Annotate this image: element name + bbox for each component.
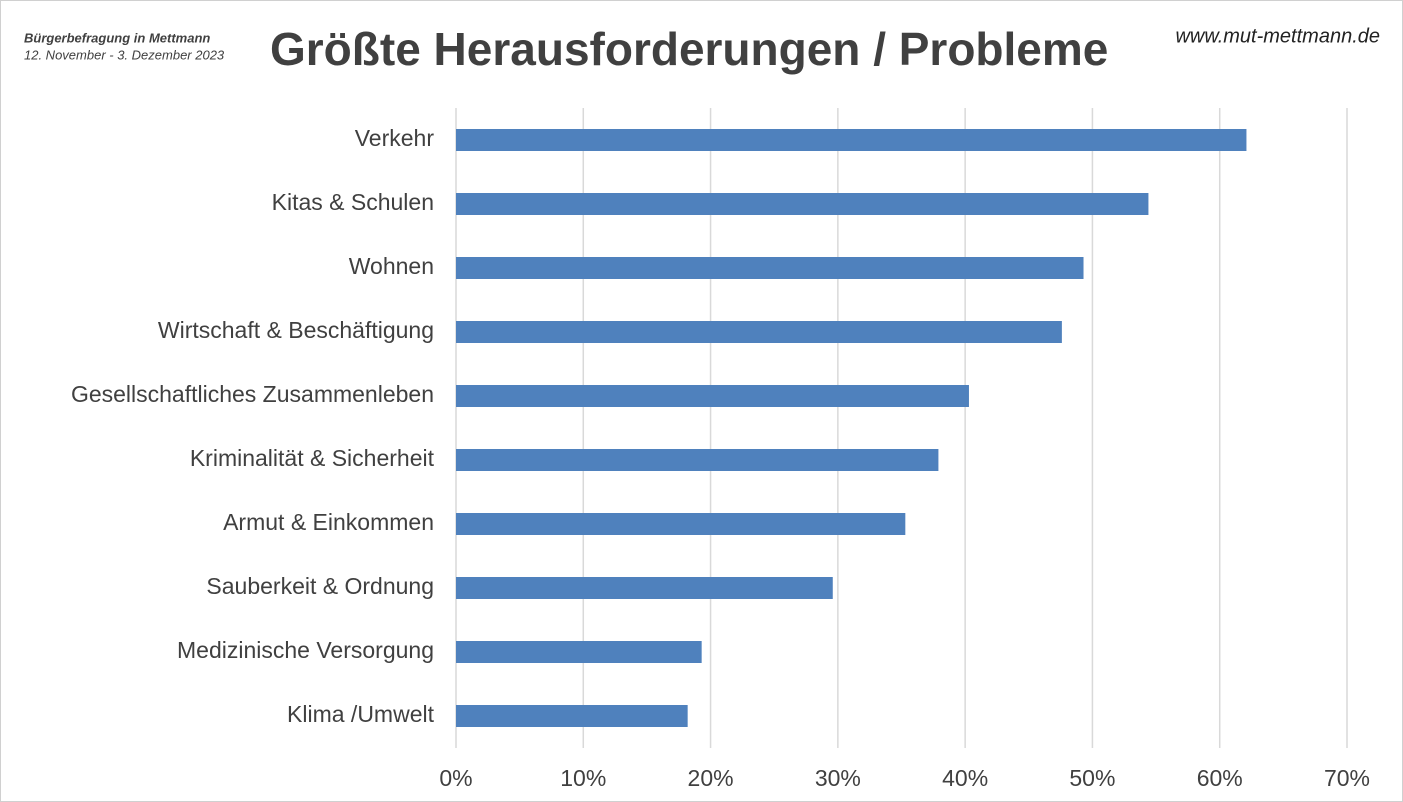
- x-tick-label: 30%: [815, 765, 861, 791]
- chart-title: Größte Herausforderungen / Probleme: [270, 23, 1108, 75]
- bar: [456, 321, 1062, 343]
- bar: [456, 577, 833, 599]
- source: www.mut-mettmann.de: [1175, 25, 1380, 47]
- y-tick-label: Gesellschaftliches Zusammenleben: [71, 381, 434, 407]
- x-tick-label: 10%: [560, 765, 606, 791]
- y-tick-label: Armut & Einkommen: [223, 509, 434, 535]
- x-tick-label: 0%: [439, 765, 472, 791]
- y-tick-label: Kitas & Schulen: [272, 189, 434, 215]
- x-tick-label: 50%: [1069, 765, 1115, 791]
- y-tick-label: Sauberkeit & Ordnung: [206, 573, 434, 599]
- bar: [456, 193, 1149, 215]
- y-tick-label: Klima /Umwelt: [287, 701, 435, 727]
- x-tick-label: 20%: [688, 765, 734, 791]
- y-tick-label: Verkehr: [355, 125, 435, 151]
- bar: [456, 705, 688, 727]
- x-tick-label: 40%: [942, 765, 988, 791]
- bar: [456, 385, 969, 407]
- x-tick-label: 70%: [1324, 765, 1370, 791]
- subtitle: Bürgerbefragung in Mettmann: [24, 30, 210, 45]
- bar: [456, 449, 939, 471]
- subtitle: 12. November - 3. Dezember 2023: [24, 47, 225, 62]
- y-tick-label: Kriminalität & Sicherheit: [190, 445, 435, 471]
- bar: [456, 257, 1084, 279]
- bar: [456, 641, 702, 663]
- bar: [456, 129, 1247, 151]
- x-tick-label: 60%: [1197, 765, 1243, 791]
- y-tick-label: Medizinische Versorgung: [177, 637, 434, 663]
- y-tick-label: Wohnen: [349, 253, 434, 279]
- y-tick-label: Wirtschaft & Beschäftigung: [158, 317, 434, 343]
- bar: [456, 513, 906, 535]
